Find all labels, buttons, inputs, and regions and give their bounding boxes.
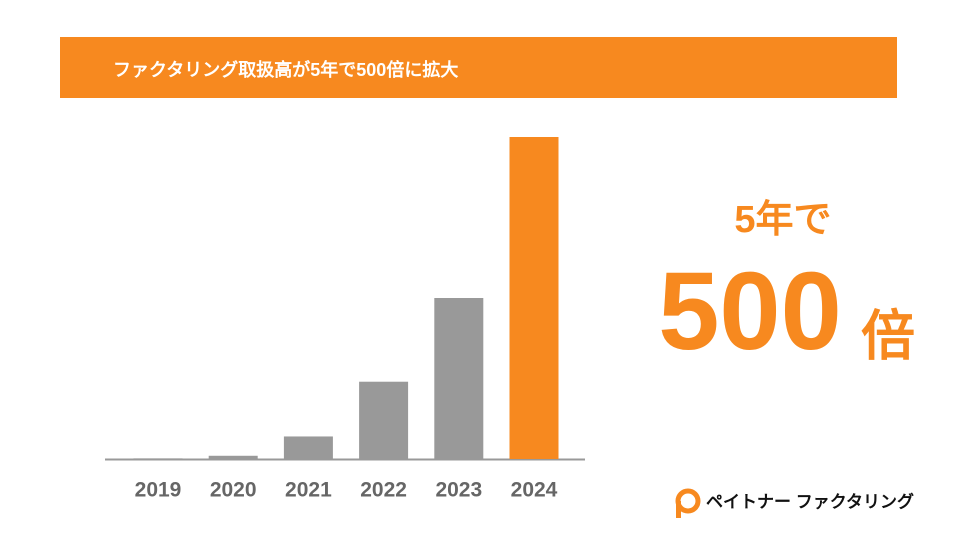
x-tick-label: 2022 xyxy=(360,479,407,502)
brand-name: ペイトナー ファクタリング xyxy=(706,491,914,511)
annotation-line1: 5年で xyxy=(734,199,831,241)
brand-logo: ペイトナー ファクタリング xyxy=(675,488,914,518)
x-tick-label: 2020 xyxy=(210,479,257,502)
logo-icon-stem xyxy=(676,501,681,518)
x-tick-label: 2024 xyxy=(511,479,558,502)
x-tick-label: 2019 xyxy=(135,479,182,502)
bar xyxy=(509,137,559,459)
annotation-number: 500 xyxy=(658,250,842,373)
header-bar xyxy=(60,37,897,98)
bar xyxy=(359,381,409,459)
bar xyxy=(283,436,333,459)
x-tick-label: 2021 xyxy=(285,479,332,502)
annotation-unit: 倍 xyxy=(861,306,915,366)
bar xyxy=(434,298,484,459)
bar xyxy=(208,455,258,459)
chart-title: ファクタリング取扱高が5年で500倍に拡大 xyxy=(113,59,458,80)
x-tick-label: 2023 xyxy=(435,479,482,502)
bar xyxy=(133,458,183,459)
